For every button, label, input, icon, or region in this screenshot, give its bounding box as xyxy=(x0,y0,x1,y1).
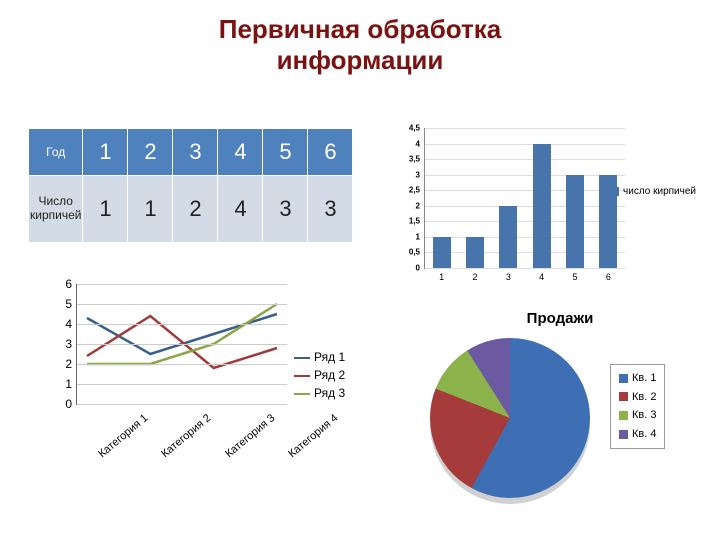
bar-xtick: 6 xyxy=(606,272,611,282)
pie-legend-item: Кв. 1 xyxy=(619,369,656,388)
td-c6: 3 xyxy=(308,176,353,243)
table-header-row: Год 1 2 3 4 5 6 xyxy=(29,129,353,176)
line-legend-item: Ряд 2 xyxy=(294,366,345,384)
bar-chart: 00,511,522,533,544,5 123456 число кирпич… xyxy=(396,128,696,288)
data-table: Год 1 2 3 4 5 6 Число кирпичей 1 1 2 4 3… xyxy=(28,128,353,243)
line-xtick: Категория 2 xyxy=(160,412,214,460)
bar xyxy=(466,237,484,268)
bar-ytick: 4 xyxy=(398,139,420,148)
th-c5: 5 xyxy=(263,129,308,176)
bar-ytick: 4,5 xyxy=(398,124,420,133)
bar xyxy=(433,237,451,268)
pie-legend: Кв. 1Кв. 2Кв. 3Кв. 4 xyxy=(610,364,665,449)
bar-legend-label: число кирпичей xyxy=(623,186,696,197)
line-ytick: 5 xyxy=(58,297,72,311)
bar xyxy=(533,144,551,268)
line-legend-item: Ряд 3 xyxy=(294,384,345,402)
bar-ytick: 1,5 xyxy=(398,217,420,226)
bar-ytick: 3 xyxy=(398,170,420,179)
td-c4: 4 xyxy=(218,176,263,243)
line-legend: Ряд 1Ряд 2Ряд 3 xyxy=(294,348,345,402)
td-c5: 3 xyxy=(263,176,308,243)
th-c2: 2 xyxy=(128,129,173,176)
bar-xtick: 4 xyxy=(539,272,544,282)
line-chart: 0123456 Категория 1Категория 2Категория … xyxy=(48,284,368,484)
pie-chart: Продажи Кв. 1Кв. 2Кв. 3Кв. 4 xyxy=(410,310,710,520)
bar-legend: число кирпичей xyxy=(610,186,696,197)
td-c1: 1 xyxy=(83,176,128,243)
line-series xyxy=(87,314,277,354)
bar-xtick: 1 xyxy=(439,272,444,282)
bar-xtick: 2 xyxy=(472,272,477,282)
th-c6: 6 xyxy=(308,129,353,176)
bar-ytick: 1 xyxy=(398,232,420,241)
line-ytick: 6 xyxy=(58,277,72,291)
bar xyxy=(566,175,584,268)
th-c1: 1 xyxy=(83,129,128,176)
pie-graphic xyxy=(430,338,590,498)
title-line2: информации xyxy=(277,45,444,75)
line-ytick: 3 xyxy=(58,337,72,351)
line-plot-area xyxy=(76,284,287,405)
th-c4: 4 xyxy=(218,129,263,176)
pie-legend-item: Кв. 2 xyxy=(619,388,656,407)
bar-ytick: 0 xyxy=(398,264,420,273)
title-line1: Первичная обработка xyxy=(219,14,501,44)
bar-xtick: 5 xyxy=(572,272,577,282)
pie-legend-item: Кв. 3 xyxy=(619,406,656,425)
page-title: Первичная обработка информации xyxy=(0,0,720,76)
bar-xtick: 3 xyxy=(506,272,511,282)
line-xtick: Категория 3 xyxy=(223,412,277,460)
line-ytick: 1 xyxy=(58,377,72,391)
bar-legend-swatch xyxy=(610,187,619,196)
line-xtick: Категория 1 xyxy=(96,412,150,460)
th-c3: 3 xyxy=(173,129,218,176)
td-c3: 2 xyxy=(173,176,218,243)
bar-plot-area: 123456 xyxy=(424,128,625,269)
pie-legend-item: Кв. 4 xyxy=(619,425,656,444)
line-xtick: Категория 4 xyxy=(286,412,340,460)
td-c2: 1 xyxy=(128,176,173,243)
table-data-row: Число кирпичей 1 1 2 4 3 3 xyxy=(29,176,353,243)
pie-title: Продажи xyxy=(410,310,710,327)
line-ytick: 4 xyxy=(58,317,72,331)
line-ytick: 2 xyxy=(58,357,72,371)
line-legend-item: Ряд 1 xyxy=(294,348,345,366)
bar-ytick: 2 xyxy=(398,201,420,210)
line-ytick: 0 xyxy=(58,397,72,411)
bar-ytick: 3,5 xyxy=(398,155,420,164)
th-year: Год xyxy=(29,129,83,176)
bar-ytick: 2,5 xyxy=(398,186,420,195)
td-label: Число кирпичей xyxy=(29,176,83,243)
bar xyxy=(499,206,517,268)
bar-ytick: 0,5 xyxy=(398,248,420,257)
